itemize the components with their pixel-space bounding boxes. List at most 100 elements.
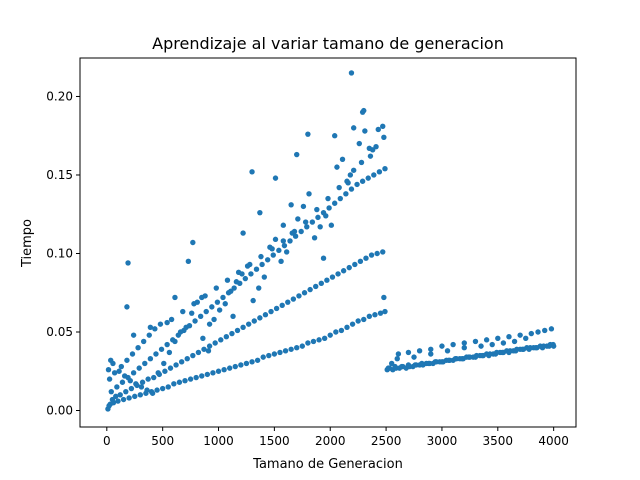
data-point (228, 288, 234, 294)
data-point (119, 379, 126, 385)
data-point (280, 238, 287, 244)
data-point (492, 351, 499, 357)
data-point (526, 346, 532, 352)
data-point (205, 348, 212, 354)
data-point (483, 337, 490, 343)
data-point (377, 310, 384, 316)
data-point (336, 184, 342, 191)
data-point (405, 362, 412, 368)
data-point (248, 271, 254, 277)
data-point (240, 230, 246, 236)
data-point (193, 374, 199, 381)
data-point (268, 308, 274, 315)
data-point (209, 304, 215, 310)
data-point (366, 313, 373, 319)
data-point (168, 316, 175, 323)
data-point (542, 327, 548, 334)
data-point (359, 178, 366, 184)
x-tick-label: 1500 (259, 434, 290, 448)
data-point (348, 70, 355, 76)
data-point (344, 324, 350, 330)
data-point (300, 203, 307, 210)
data-point (349, 321, 356, 327)
data-point (221, 366, 227, 373)
data-point (290, 296, 297, 302)
data-point (486, 352, 492, 359)
data-point (115, 398, 121, 404)
data-point (405, 349, 412, 356)
data-point (171, 381, 177, 387)
data-point (479, 352, 485, 359)
data-point (218, 337, 224, 343)
data-point (261, 274, 268, 280)
data-point (243, 360, 250, 367)
data-point (346, 264, 352, 271)
data-point (130, 332, 137, 338)
data-point (338, 327, 345, 334)
data-point (203, 308, 209, 315)
data-point (145, 376, 151, 382)
data-point (138, 384, 145, 390)
data-point (239, 271, 245, 277)
data-point (215, 368, 222, 374)
series-0 (105, 70, 388, 412)
data-point (108, 388, 114, 395)
data-point (361, 316, 367, 323)
data-point (257, 209, 263, 216)
data-point (142, 360, 148, 367)
data-point (320, 255, 327, 261)
data-point (388, 360, 395, 367)
data-point (260, 354, 266, 360)
data-point (123, 388, 129, 395)
data-point (506, 334, 512, 340)
data-point (106, 376, 113, 382)
data-point (385, 365, 392, 371)
x-tick-label: 4000 (538, 434, 569, 448)
data-point (329, 274, 336, 280)
data-point (182, 377, 188, 384)
data-point (296, 293, 302, 299)
data-point (356, 140, 362, 147)
data-point (132, 393, 138, 400)
data-point (310, 338, 317, 345)
data-point (105, 366, 112, 373)
data-point (288, 202, 294, 208)
data-point (301, 290, 308, 296)
data-point (461, 340, 467, 346)
data-point (245, 321, 252, 327)
data-point (110, 360, 116, 367)
data-point (315, 214, 321, 221)
data-point (374, 250, 380, 257)
data-point (395, 351, 402, 357)
data-point (506, 349, 512, 356)
y-tick-label: 0.10 (46, 246, 73, 260)
data-point (333, 329, 339, 335)
data-point (244, 263, 251, 269)
data-point (280, 222, 287, 228)
data-point (187, 376, 194, 382)
data-point (256, 285, 262, 291)
data-point (376, 169, 383, 175)
data-point (287, 238, 293, 244)
data-point (317, 224, 323, 230)
data-point (340, 268, 347, 274)
data-point (258, 253, 264, 260)
data-point (254, 357, 261, 363)
data-point (373, 144, 379, 150)
data-point (195, 349, 202, 356)
data-point (129, 351, 136, 357)
data-point (307, 286, 313, 293)
data-point (314, 206, 320, 213)
data-point (495, 335, 501, 341)
data-point (295, 216, 301, 222)
data-point (220, 294, 226, 301)
data-point (257, 315, 263, 321)
data-point (128, 385, 135, 392)
y-tick-label: 0.05 (46, 325, 73, 339)
data-point (210, 370, 216, 376)
data-point (304, 224, 310, 230)
data-point (214, 299, 221, 305)
data-point (211, 316, 217, 323)
data-point (372, 312, 378, 318)
data-point (550, 343, 557, 349)
